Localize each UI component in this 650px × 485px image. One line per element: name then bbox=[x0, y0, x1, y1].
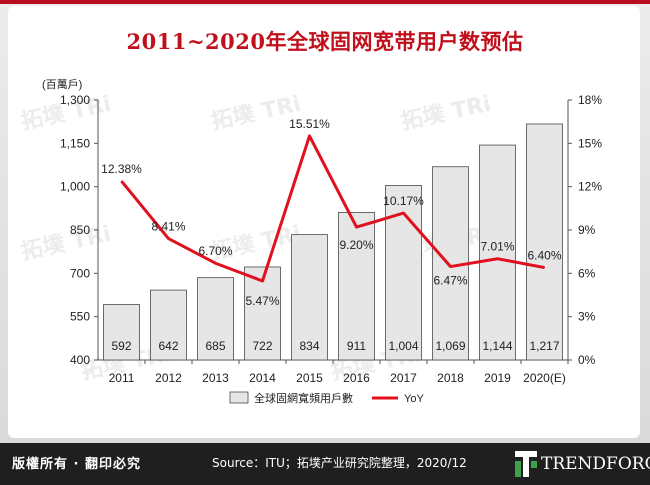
legend-bar-swatch bbox=[229, 391, 249, 404]
x-tick-label: 2019 bbox=[484, 371, 511, 385]
yoy-value-label: 15.51% bbox=[289, 117, 330, 131]
right-tick-label: 6% bbox=[578, 266, 596, 280]
bar-value-label: 642 bbox=[158, 339, 178, 353]
x-tick-label: 2015 bbox=[296, 371, 323, 385]
right-tick-label: 0% bbox=[578, 353, 596, 367]
logo-text: TRENDFORCE bbox=[541, 454, 650, 474]
x-tick-label: 2016 bbox=[343, 371, 370, 385]
right-tick-label: 18% bbox=[578, 93, 602, 107]
bar bbox=[338, 211, 375, 361]
bar-value-label: 1,144 bbox=[482, 339, 512, 353]
yoy-value-label: 6.47% bbox=[433, 274, 467, 288]
yoy-value-label: 6.70% bbox=[198, 244, 232, 258]
accent-bar bbox=[0, 0, 650, 4]
yoy-value-label: 12.38% bbox=[101, 162, 142, 176]
left-axis-unit: (百萬戶) bbox=[42, 78, 82, 91]
bar-value-label: 722 bbox=[252, 339, 272, 353]
bar-value-label: 911 bbox=[347, 339, 366, 353]
yoy-point bbox=[215, 262, 216, 264]
legend-line-label: YoY bbox=[404, 393, 424, 405]
source-text: Source：ITU；拓墣产业研究院整理，2020/12 bbox=[212, 456, 467, 470]
bar bbox=[103, 304, 140, 361]
yoy-value-label: 5.47% bbox=[245, 294, 279, 308]
bar bbox=[197, 277, 234, 361]
bar bbox=[291, 234, 328, 361]
left-tick-label: 550 bbox=[70, 310, 90, 324]
yoy-value-label: 7.01% bbox=[480, 240, 514, 254]
yoy-point bbox=[497, 258, 498, 260]
right-tick-label: 3% bbox=[578, 310, 596, 324]
chart-title: 2011~2020年全球固网宽带用户数预估 bbox=[126, 29, 524, 54]
bar-value-label: 1,069 bbox=[435, 339, 465, 353]
yoy-point bbox=[544, 267, 545, 269]
x-tick-label: 2014 bbox=[249, 371, 276, 385]
left-tick-label: 850 bbox=[70, 223, 90, 237]
bar bbox=[150, 289, 187, 361]
bar bbox=[479, 144, 516, 361]
yoy-value-label: 8.41% bbox=[151, 220, 185, 234]
yoy-point bbox=[262, 280, 263, 282]
x-tick-label: 2017 bbox=[390, 371, 417, 385]
yoy-value-label: 10.17% bbox=[383, 194, 424, 208]
bar-value-label: 1,004 bbox=[388, 339, 418, 353]
left-tick-label: 1,300 bbox=[60, 93, 90, 107]
trendforce-logo-icon bbox=[515, 451, 537, 477]
footer-bar: 版權所有 · 翻印必究 Source：ITU；拓墣产业研究院整理，2020/12… bbox=[0, 443, 650, 485]
yoy-point bbox=[403, 212, 404, 214]
legend-bar-label: 全球固網寬頻用戶數 bbox=[254, 391, 353, 405]
bar bbox=[526, 123, 563, 361]
bar-value-label: 685 bbox=[205, 339, 225, 353]
yoy-point bbox=[121, 180, 122, 182]
copyright-text: 版權所有 · 翻印必究 bbox=[12, 457, 141, 472]
right-tick-label: 12% bbox=[578, 180, 602, 194]
left-tick-label: 400 bbox=[70, 353, 90, 367]
left-tick-label: 1,150 bbox=[60, 136, 90, 150]
yoy-point bbox=[309, 135, 310, 137]
right-tick-label: 9% bbox=[578, 223, 596, 237]
left-tick-label: 1,000 bbox=[60, 180, 90, 194]
yoy-point bbox=[356, 226, 357, 228]
bar-value-label: 1,217 bbox=[529, 339, 559, 353]
x-tick-label: 2011 bbox=[109, 371, 135, 385]
yoy-value-label: 6.40% bbox=[527, 249, 561, 263]
x-tick-label: 2018 bbox=[437, 371, 464, 385]
x-tick-label: 2013 bbox=[202, 371, 229, 385]
left-tick-label: 700 bbox=[70, 266, 90, 280]
right-tick-label: 15% bbox=[578, 136, 602, 150]
chart: 400 550 700 850 1,000 1,150 1,300 (百萬戶) 0% 3% 6% 9%… bbox=[42, 78, 602, 405]
yoy-value-label: 9.20% bbox=[339, 238, 373, 252]
x-tick-label: 2012 bbox=[155, 371, 182, 385]
yoy-point bbox=[168, 238, 169, 240]
yoy-point bbox=[450, 266, 451, 268]
x-tick-label: 2020(E) bbox=[523, 371, 566, 385]
bar-value-label: 834 bbox=[299, 339, 319, 353]
bar-value-label: 592 bbox=[111, 339, 131, 353]
yoy-line bbox=[120, 134, 545, 283]
